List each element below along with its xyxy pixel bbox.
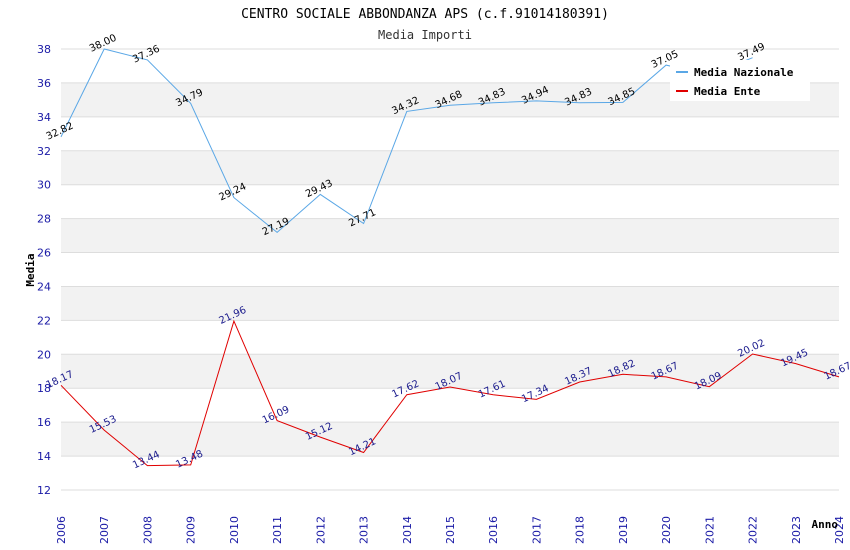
x-tick-label: 2007	[98, 516, 111, 544]
y-tick-label: 18	[37, 382, 51, 395]
legend-box	[670, 60, 810, 101]
x-tick-label: 2009	[185, 516, 198, 544]
series-line-media-ente	[60, 319, 840, 467]
x-tick-label: 2018	[574, 516, 587, 544]
grid-band	[61, 184, 839, 219]
y-axis-ticks: 12 14 16 18 20 22 24 26 28 30 32 34 36 38	[37, 43, 51, 497]
legend-label: Media Ente	[694, 85, 761, 98]
grid-band	[61, 116, 839, 151]
y-tick-label: 38	[37, 43, 51, 56]
x-tick-label: 2019	[617, 516, 630, 544]
x-tick-label: 2014	[401, 516, 414, 544]
series-lines	[60, 48, 840, 467]
y-tick-label: 28	[37, 213, 51, 226]
grid-band	[61, 320, 839, 355]
y-tick-label: 22	[37, 314, 51, 327]
x-tick-label: 2017	[530, 516, 543, 544]
x-tick-label: 2010	[228, 516, 241, 544]
series-line-media-nazionale	[60, 48, 753, 234]
x-tick-label: 2021	[703, 516, 716, 544]
x-tick-label: 2022	[747, 516, 760, 544]
y-tick-label: 34	[37, 111, 51, 124]
x-tick-label: 2011	[271, 516, 284, 544]
legend-label: Media Nazionale	[694, 66, 794, 79]
grid-band	[61, 286, 839, 321]
grid-band	[61, 150, 839, 185]
y-tick-label: 26	[37, 247, 51, 260]
x-tick-label: 2008	[141, 516, 154, 544]
grid-band	[61, 252, 839, 287]
grid-bands	[61, 48, 839, 491]
grid-band	[61, 218, 839, 253]
x-tick-label: 2023	[790, 516, 803, 544]
x-axis-label: Anno	[812, 518, 839, 531]
y-tick-label: 24	[37, 280, 51, 293]
x-tick-label: 2006	[55, 516, 68, 544]
x-tick-label: 2015	[444, 516, 457, 544]
y-tick-label: 30	[37, 179, 51, 192]
x-tick-label: 2012	[314, 516, 327, 544]
chart-subtitle: Media Importi	[378, 28, 472, 42]
x-tick-label: 2020	[660, 516, 673, 544]
x-tick-label: 2024	[833, 516, 846, 544]
x-tick-label: 2016	[487, 516, 500, 544]
y-tick-label: 32	[37, 145, 51, 158]
x-axis-ticks: 2006 2007 2008 2009 2010 2011 2012 2013 2014 2015…	[55, 516, 846, 544]
y-tick-label: 16	[37, 416, 51, 429]
legend: Media Nazionale Media Ente	[670, 60, 810, 101]
grid-band	[61, 456, 839, 490]
grid-band	[61, 354, 839, 389]
grid-band	[61, 388, 839, 423]
x-tick-label: 2013	[358, 516, 371, 544]
y-tick-label: 14	[37, 450, 51, 463]
chart-title: CENTRO SOCIALE ABBONDANZA APS (c.f.91014…	[241, 7, 609, 22]
y-tick-label: 36	[37, 77, 51, 90]
y-tick-label: 12	[37, 484, 51, 497]
y-tick-label: 20	[37, 348, 51, 361]
grid-band	[61, 422, 839, 457]
y-axis-label: Media	[24, 253, 37, 286]
